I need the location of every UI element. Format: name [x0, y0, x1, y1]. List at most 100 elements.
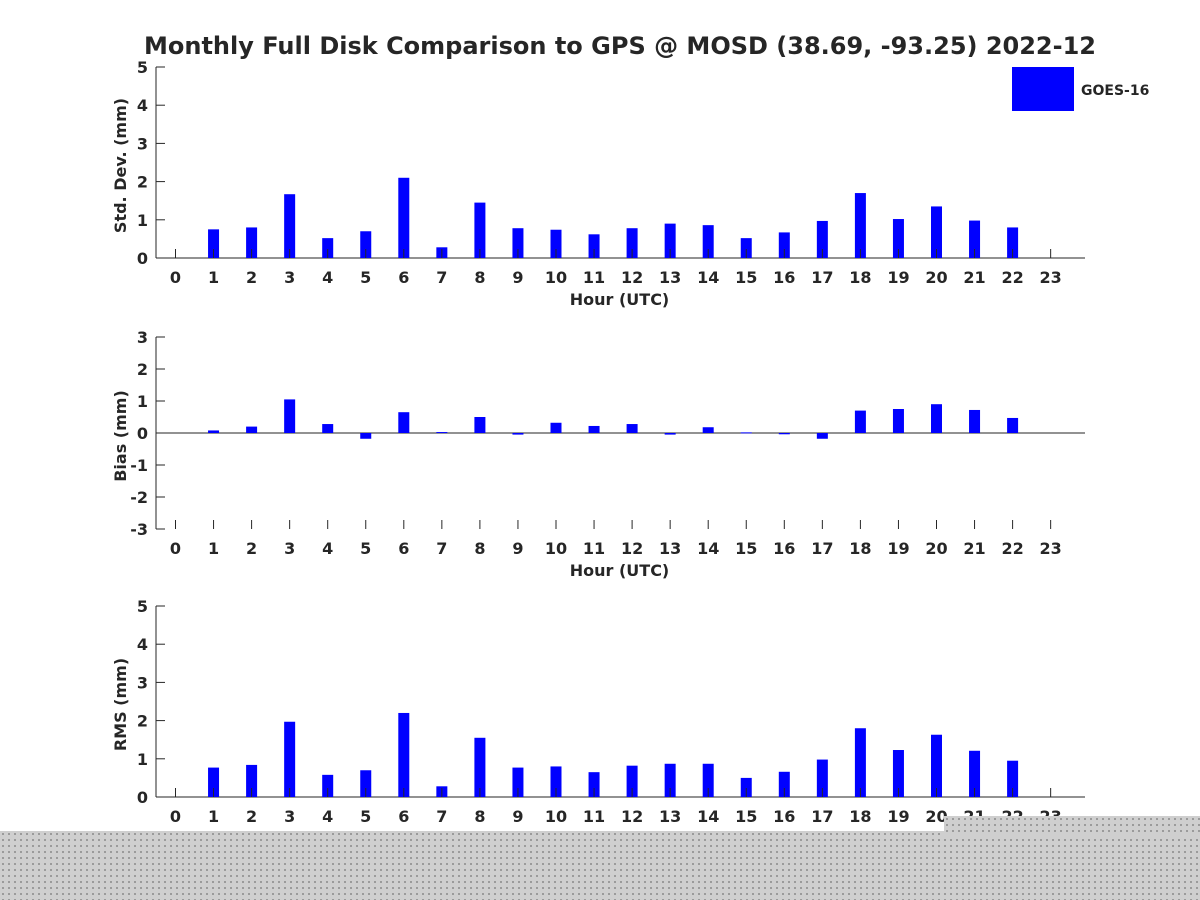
- x-tick-label: 4: [322, 539, 333, 558]
- x-tick-label: 16: [773, 539, 795, 558]
- screen-overlay-corner: [944, 816, 1200, 836]
- bar: [816, 759, 828, 797]
- bar: [626, 424, 638, 433]
- x-tick-label: 3: [284, 539, 295, 558]
- bar: [474, 417, 486, 433]
- bar: [284, 194, 296, 258]
- y-tick-label: 4: [137, 635, 148, 654]
- bar: [322, 238, 334, 258]
- x-tick-label: 13: [659, 807, 681, 826]
- y-tick-label: 2: [137, 360, 148, 379]
- bar: [474, 202, 486, 258]
- bar: [664, 763, 676, 797]
- x-tick-label: 16: [773, 807, 795, 826]
- chart-panel-3: 0123450123456789101112131415161718192021…: [111, 597, 1085, 826]
- x-tick-label: 0: [170, 807, 181, 826]
- x-tick-label: 18: [849, 539, 871, 558]
- x-tick-label: 20: [925, 268, 947, 287]
- bar: [246, 227, 258, 258]
- x-tick-label: 19: [887, 807, 909, 826]
- y-axis-label: Bias (mm): [111, 390, 130, 482]
- bar: [512, 767, 524, 797]
- y-tick-label: 2: [137, 173, 148, 192]
- bar: [969, 750, 981, 797]
- bar: [588, 234, 600, 258]
- bar: [969, 220, 981, 258]
- y-tick-label: 3: [137, 328, 148, 347]
- bar: [740, 777, 752, 797]
- x-tick-label: 9: [512, 268, 523, 287]
- legend: GOES-16: [1012, 67, 1149, 111]
- bar: [931, 206, 942, 258]
- x-tick-label: 12: [621, 539, 643, 558]
- x-tick-label: 14: [697, 539, 719, 558]
- x-tick-label: 21: [963, 268, 985, 287]
- y-tick-label: 4: [137, 96, 148, 115]
- y-tick-label: 1: [137, 392, 148, 411]
- y-tick-label: 1: [137, 750, 148, 769]
- y-axis-label: Std. Dev. (mm): [111, 98, 130, 233]
- bar: [1007, 417, 1019, 433]
- x-tick-label: 20: [925, 807, 947, 826]
- bar: [702, 225, 714, 258]
- chart-title: Monthly Full Disk Comparison to GPS @ MO…: [144, 32, 1096, 60]
- bar: [892, 409, 904, 433]
- x-tick-label: 21: [963, 539, 985, 558]
- x-tick-label: 17: [811, 807, 833, 826]
- x-tick-label: 17: [811, 539, 833, 558]
- bar: [436, 432, 448, 434]
- x-tick-label: 23: [1040, 268, 1062, 287]
- x-tick-label: 15: [735, 268, 757, 287]
- x-tick-label: 12: [621, 268, 643, 287]
- legend-swatch: [1012, 67, 1074, 111]
- bar: [664, 223, 676, 258]
- x-tick-label: 2: [246, 268, 257, 287]
- y-tick-label: -2: [130, 488, 148, 507]
- x-tick-label: 8: [474, 807, 485, 826]
- x-tick-label: 10: [545, 268, 567, 287]
- x-tick-label: 12: [621, 807, 643, 826]
- y-tick-label: 2: [137, 712, 148, 731]
- bar: [512, 433, 524, 435]
- x-axis-label: Hour (UTC): [570, 561, 670, 580]
- bar: [322, 424, 334, 433]
- bar: [398, 412, 410, 433]
- bar: [664, 433, 676, 435]
- bar: [550, 229, 562, 258]
- bar: [778, 433, 790, 435]
- x-tick-label: 7: [436, 539, 447, 558]
- bar: [931, 404, 942, 433]
- bar: [702, 427, 714, 433]
- bar: [398, 177, 410, 258]
- x-tick-label: 5: [360, 807, 371, 826]
- bar: [588, 772, 600, 797]
- bar: [550, 766, 562, 797]
- bar: [512, 228, 524, 258]
- bar: [246, 426, 258, 433]
- bar: [778, 771, 790, 797]
- bar: [360, 770, 372, 797]
- x-tick-label: 20: [925, 539, 947, 558]
- bar: [474, 737, 486, 797]
- x-tick-label: 7: [436, 807, 447, 826]
- x-tick-label: 7: [436, 268, 447, 287]
- bar: [740, 238, 752, 258]
- x-tick-label: 9: [512, 807, 523, 826]
- y-tick-label: 3: [137, 134, 148, 153]
- screen-overlay: [0, 831, 1200, 900]
- x-tick-label: 2: [246, 539, 257, 558]
- y-tick-label: 1: [137, 211, 148, 230]
- x-tick-label: 2: [246, 807, 257, 826]
- x-tick-label: 13: [659, 539, 681, 558]
- x-tick-label: 8: [474, 539, 485, 558]
- y-tick-label: 3: [137, 673, 148, 692]
- x-tick-label: 4: [322, 268, 333, 287]
- x-tick-label: 6: [398, 539, 409, 558]
- x-axis-label: Hour (UTC): [570, 290, 670, 309]
- x-tick-label: 6: [398, 268, 409, 287]
- bar: [854, 728, 866, 797]
- x-tick-label: 18: [849, 268, 871, 287]
